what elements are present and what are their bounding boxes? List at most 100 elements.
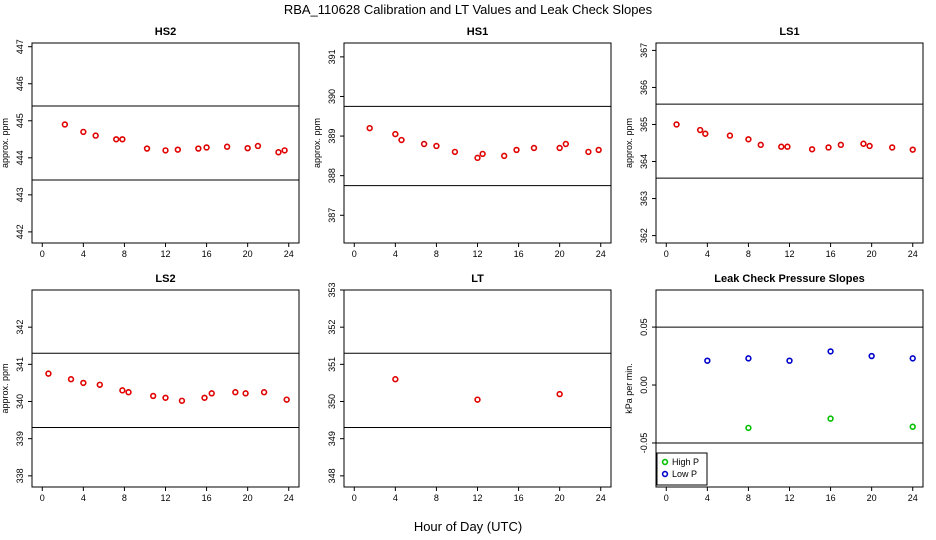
x-tick-label: 20	[243, 493, 253, 503]
x-tick-label: 8	[746, 249, 751, 259]
x-tick-label: 20	[867, 493, 877, 503]
data-point	[125, 389, 132, 396]
y-tick-label: 444	[15, 150, 25, 165]
data-point	[366, 124, 373, 132]
panel-3: LS2 0 4 8 12 16 20 24 338 339 340 341 342 approx. ppm	[0, 273, 300, 503]
x-tick-label: 0	[664, 493, 669, 503]
data-point	[162, 147, 169, 154]
data-point	[80, 379, 87, 387]
panel-5: Leak Check Pressure Slopes 0 4 8 12 16 20 24 -0.…	[624, 273, 924, 503]
data-point	[61, 121, 69, 128]
y-tick-label: 351	[327, 357, 337, 372]
data-point	[696, 126, 704, 134]
legend-marker	[661, 458, 669, 466]
x-tick-label: 16	[514, 249, 524, 259]
data-point	[195, 145, 202, 152]
legend-box	[656, 452, 708, 486]
data-point	[260, 389, 268, 396]
plot-frame	[31, 289, 300, 488]
data-point	[201, 394, 208, 401]
y-axis-label: kPa per min.	[624, 363, 634, 414]
x-tick-label: 16	[826, 493, 836, 503]
data-point	[143, 145, 151, 152]
data-point	[254, 142, 262, 150]
x-tick-label: 8	[434, 249, 439, 259]
y-tick-label: 348	[327, 468, 337, 483]
panel-4: LT 0 4 8 12 16 20 24 348 349 350 351 352 353	[327, 273, 612, 503]
data-point	[556, 144, 563, 152]
x-tick-label: 8	[122, 493, 127, 503]
panel-title: LT	[471, 273, 484, 285]
x-tick-label: 24	[596, 249, 606, 259]
y-axis-label: approx. ppm	[624, 118, 634, 168]
x-tick-label: 20	[867, 249, 877, 259]
data-point	[174, 146, 182, 153]
legend: High P Low P	[656, 452, 708, 486]
x-tick-label: 16	[202, 493, 212, 503]
data-point	[909, 355, 916, 362]
y-tick-label: 389	[327, 129, 337, 144]
x-tick-label: 0	[40, 493, 45, 503]
data-point	[513, 146, 520, 154]
data-point	[203, 144, 210, 151]
x-tick-label: 4	[393, 249, 398, 259]
data-point	[585, 148, 592, 156]
data-point	[242, 390, 249, 397]
figure-title: RBA_110628 Calibration and LT Values and…	[284, 2, 653, 17]
data-point	[275, 149, 282, 156]
y-tick-label: 340	[15, 394, 25, 409]
plot-frame	[655, 42, 924, 244]
data-point	[96, 381, 103, 388]
y-tick-label: 350	[327, 394, 337, 409]
data-point	[888, 144, 896, 151]
x-tick-label: 8	[434, 493, 439, 503]
data-point	[786, 357, 793, 364]
plot-frame	[343, 42, 612, 244]
data-point	[825, 144, 832, 151]
x-tick-label: 24	[284, 249, 294, 259]
data-point	[860, 140, 867, 147]
data-point	[281, 147, 288, 154]
panel-title: LS1	[779, 26, 799, 38]
x-tick-label: 0	[352, 249, 357, 259]
data-point	[909, 423, 916, 430]
y-tick-label: 0.00	[639, 376, 649, 394]
y-tick-label: 365	[639, 117, 649, 132]
data-point	[556, 390, 563, 398]
y-tick-label: 443	[15, 187, 25, 202]
data-point	[223, 143, 231, 150]
data-point	[162, 394, 169, 401]
panel-0: HS2 0 4 8 12 16 20 24 442 443 444 445 446 447 approx. …	[0, 26, 300, 259]
y-axis-label: approx. ppm	[0, 363, 10, 413]
x-tick-label: 16	[826, 249, 836, 259]
y-tick-label: 366	[639, 80, 649, 95]
data-point	[784, 143, 791, 150]
data-point	[501, 152, 508, 160]
x-tick-label: 12	[784, 249, 794, 259]
x-tick-label: 20	[243, 249, 253, 259]
data-point	[433, 142, 440, 150]
data-point	[45, 370, 52, 377]
legend-marker	[661, 470, 669, 478]
data-point	[67, 376, 75, 383]
data-point	[757, 141, 764, 149]
x-tick-label: 16	[202, 249, 212, 259]
y-tick-label: 341	[15, 357, 25, 372]
x-tick-label: 12	[784, 493, 794, 503]
data-point	[451, 148, 459, 156]
data-point	[778, 143, 785, 150]
x-tick-label: 12	[160, 493, 170, 503]
y-tick-label: 390	[327, 89, 337, 104]
data-point	[595, 146, 602, 154]
y-tick-label: 338	[15, 468, 25, 483]
x-axis-title: Hour of Day (UTC)	[414, 519, 522, 534]
y-tick-label: 446	[15, 76, 25, 91]
data-point	[704, 357, 711, 364]
x-tick-label: 24	[908, 249, 918, 259]
y-tick-label: 362	[639, 228, 649, 243]
x-tick-label: 4	[705, 249, 710, 259]
data-point	[80, 128, 87, 136]
x-tick-label: 4	[705, 493, 710, 503]
x-tick-label: 24	[908, 493, 918, 503]
